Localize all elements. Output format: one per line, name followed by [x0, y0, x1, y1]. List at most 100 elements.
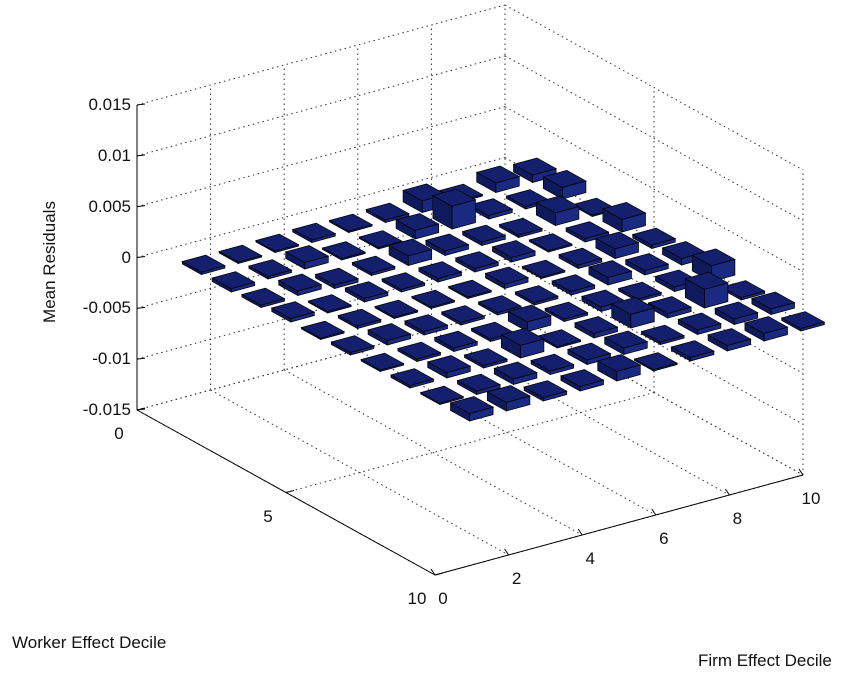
grid-line-z	[504, 106, 804, 273]
bar	[610, 297, 656, 329]
grid-line-z	[136, 4, 506, 106]
bar	[254, 233, 300, 254]
z-tick-label: -0.005	[82, 298, 131, 318]
x-tick-mark	[285, 490, 295, 493]
bar	[601, 202, 647, 233]
bar	[270, 301, 316, 323]
bar	[512, 157, 558, 184]
grid-line-z	[136, 55, 506, 157]
bar	[544, 301, 589, 323]
bar	[395, 213, 440, 240]
grid-line-y	[431, 329, 730, 496]
bar	[670, 340, 715, 362]
bar	[750, 291, 796, 316]
y-tick-mark	[651, 508, 657, 516]
z-tick-mark	[136, 103, 146, 106]
bar	[640, 324, 686, 346]
bar	[558, 247, 603, 270]
bar	[714, 301, 759, 326]
y-tick-label: 0	[438, 589, 448, 608]
bar-series	[181, 157, 826, 422]
grid-line-z	[136, 106, 506, 208]
bar	[677, 312, 722, 336]
x-axis-label: Worker Effect Decile	[12, 633, 167, 652]
x-tick-label: 5	[263, 506, 273, 526]
y-tick-label: 2	[511, 569, 522, 588]
bar	[247, 259, 293, 280]
bar	[307, 294, 353, 314]
bar	[456, 373, 502, 396]
bar	[440, 305, 486, 326]
bar	[596, 354, 642, 382]
z-tick-label: 0.01	[97, 145, 131, 165]
y-tick-mark	[430, 568, 436, 576]
bar	[403, 314, 449, 336]
bar	[491, 240, 537, 263]
bar	[691, 248, 736, 283]
z-tick-label: -0.01	[92, 349, 131, 369]
z-axis-label: Mean Residuals	[40, 201, 59, 323]
bar	[360, 352, 405, 373]
bar	[330, 335, 375, 356]
z-tick-label: 0	[121, 247, 131, 267]
bar	[396, 341, 442, 363]
bar	[344, 281, 389, 303]
bar	[565, 221, 610, 243]
bar	[337, 308, 382, 330]
bar	[521, 259, 566, 280]
bar	[381, 272, 426, 293]
bar	[431, 188, 477, 230]
bar	[647, 296, 693, 319]
bar	[477, 295, 523, 316]
x-tick-mark	[434, 572, 444, 576]
bar	[388, 238, 433, 267]
x-tick-label: 10	[407, 589, 427, 608]
bar	[284, 245, 330, 270]
z-tick-label: 0.015	[88, 95, 131, 114]
bar	[314, 267, 360, 290]
bar	[433, 330, 479, 353]
bar	[559, 369, 605, 392]
grid-line-y	[210, 389, 509, 556]
bar	[493, 361, 538, 386]
bar	[684, 271, 729, 309]
x-tick-mark	[136, 407, 146, 411]
bar	[454, 251, 500, 273]
bar	[447, 279, 493, 300]
grid-line-z	[504, 55, 804, 222]
bar	[426, 355, 472, 379]
bar	[277, 273, 323, 297]
bar	[211, 271, 256, 293]
bar	[218, 244, 263, 265]
bar	[463, 348, 509, 369]
bar	[486, 385, 531, 412]
y-tick-mark	[577, 528, 583, 536]
bar	[500, 328, 545, 359]
bar	[528, 233, 573, 253]
bar	[780, 311, 826, 332]
bar	[291, 222, 337, 244]
y-tick-label: 4	[585, 549, 595, 568]
bar	[507, 304, 552, 333]
bar	[417, 261, 463, 283]
bar	[721, 280, 766, 301]
bar	[573, 316, 619, 339]
bar	[374, 299, 419, 320]
bar	[181, 254, 226, 276]
bar	[707, 328, 752, 352]
grid-line-x	[285, 392, 655, 493]
bar	[498, 217, 544, 239]
z-tick-label: 0.005	[88, 196, 131, 216]
x-tick-label: 0	[114, 424, 124, 443]
y-tick-mark	[504, 548, 510, 556]
bar	[617, 281, 663, 303]
grid-line-x	[136, 309, 506, 411]
bar	[367, 323, 412, 346]
grid-line-y	[283, 369, 583, 536]
bar	[410, 289, 456, 310]
grid-line-z	[136, 157, 506, 258]
grid-line-y	[504, 309, 804, 476]
z-tick-label: -0.015	[82, 400, 131, 419]
bar	[624, 253, 670, 276]
bar	[461, 224, 507, 247]
